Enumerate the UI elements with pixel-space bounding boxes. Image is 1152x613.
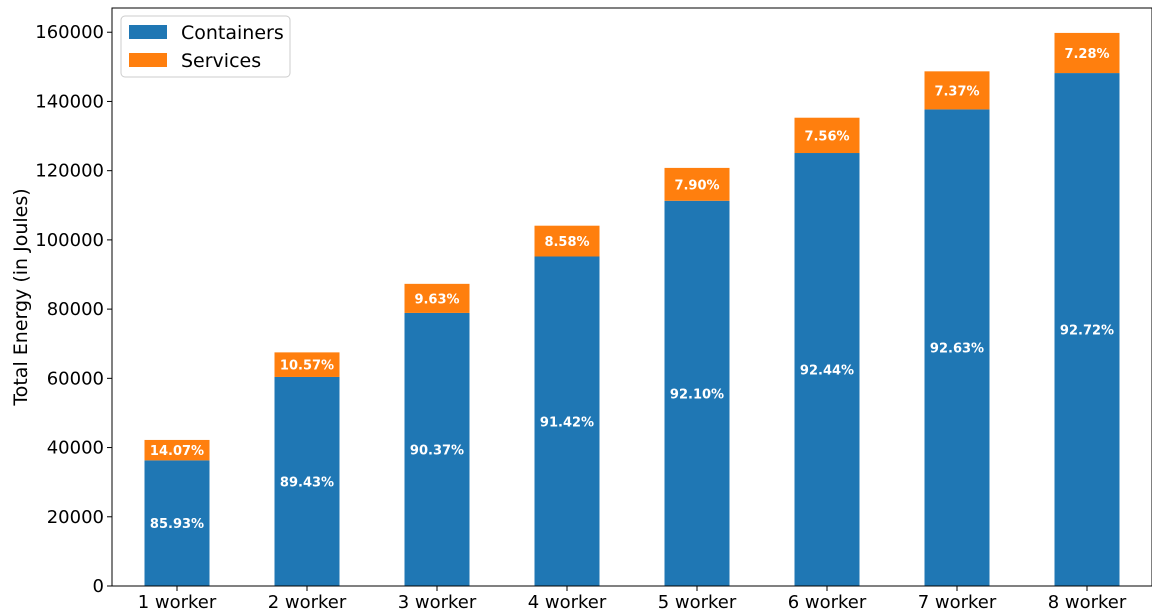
x-tick-label-4: 4 worker (528, 592, 607, 613)
y-axis: 0 20000 40000 60000 80000 100000 120000 140000 1… (35, 22, 112, 597)
legend-swatch-services (129, 53, 167, 67)
legend: Containers Services (121, 16, 290, 77)
bar-label-containers-7: 92.63% (930, 342, 984, 357)
bar-label-services-3: 9.63% (414, 292, 459, 307)
x-tick-label-7: 7 worker (918, 592, 997, 613)
legend-swatch-containers (129, 25, 167, 39)
y-tick-label-6: 120000 (35, 161, 104, 182)
bar-label-containers-6: 92.44% (800, 364, 854, 379)
y-tick-label-8: 160000 (35, 22, 104, 43)
bar-label-services-6: 7.56% (804, 129, 849, 144)
y-tick-label-5: 100000 (35, 230, 104, 251)
y-tick-label-4: 80000 (47, 299, 104, 320)
bar-label-containers-2: 89.43% (280, 475, 334, 490)
bar-label-services-1: 14.07% (150, 444, 204, 459)
bar-label-services-4: 8.58% (544, 235, 589, 250)
bar-label-services-2: 10.57% (280, 359, 334, 374)
x-tick-label-3: 3 worker (398, 592, 477, 613)
plot-frame (112, 8, 1152, 586)
x-tick-label-8: 8 worker (1048, 592, 1127, 613)
bar-label-containers-1: 85.93% (150, 517, 204, 532)
bars-layer (145, 33, 1120, 586)
y-tick-label-2: 40000 (47, 438, 104, 459)
bar-label-containers-3: 90.37% (410, 443, 464, 458)
y-tick-label-0: 0 (93, 576, 104, 597)
bar-label-services-7: 7.37% (934, 84, 979, 99)
bar-label-containers-8: 92.72% (1060, 324, 1114, 339)
bar-label-containers-5: 92.10% (670, 387, 724, 402)
y-axis-label: Total Energy (in Joules) (10, 188, 32, 406)
x-axis: 1 worker 2 worker 3 worker 4 worker 5 worker… (138, 586, 1127, 613)
y-tick-label-3: 60000 (47, 368, 104, 389)
x-tick-label-1: 1 worker (138, 592, 217, 613)
y-tick-label-1: 20000 (47, 507, 104, 528)
legend-label-services: Services (181, 50, 261, 72)
x-tick-label-5: 5 worker (658, 592, 737, 613)
legend-label-containers: Containers (181, 22, 284, 44)
y-tick-label-7: 140000 (35, 91, 104, 112)
x-tick-label-6: 6 worker (788, 592, 867, 613)
bar-label-services-8: 7.28% (1064, 47, 1109, 62)
bar-label-containers-4: 91.42% (540, 415, 594, 430)
x-tick-label-2: 2 worker (268, 592, 347, 613)
bar-label-services-5: 7.90% (674, 178, 719, 193)
